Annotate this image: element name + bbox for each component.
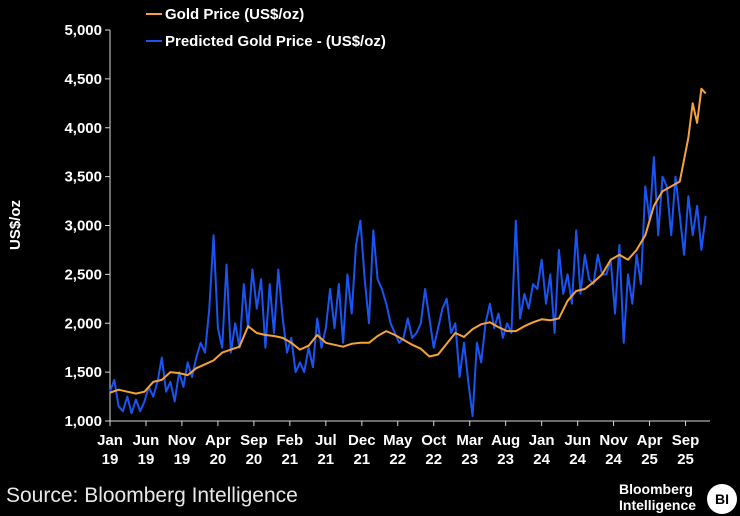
- x-tick-year: 21: [353, 451, 370, 468]
- y-axis-label: US$/oz: [7, 200, 24, 250]
- gold-price-chart: 1,000 1,500 2,000 2,500 3,000 3,500 4,000 4,500…: [7, 6, 710, 468]
- x-tick-year: 19: [174, 451, 191, 468]
- x-tick-year: 25: [641, 451, 658, 468]
- y-tick-label: 4,500: [64, 71, 102, 88]
- x-tick-month: Dec: [348, 432, 376, 449]
- x-tick-year: 25: [677, 451, 694, 468]
- x-tick-month: Jan: [97, 432, 123, 449]
- y-tick-label: 1,000: [64, 413, 102, 430]
- x-tick-month: May: [383, 432, 413, 449]
- series-lines: [109, 87, 707, 418]
- x-tick-year: 21: [317, 451, 334, 468]
- x-ticks: Jan 19 Jun 19 Nov 19 Apr 20 Sep 20 Feb 21 Jul 21 Dec 21…: [97, 421, 699, 468]
- x-tick-month: Sep: [240, 432, 268, 449]
- x-tick-year: 22: [389, 451, 406, 468]
- y-tick-label: 3,500: [64, 169, 102, 186]
- y-tick-label: 3,000: [64, 218, 102, 235]
- brand-logo-text: Bloomberg Intelligence: [619, 481, 696, 513]
- x-tick-year: 19: [138, 451, 155, 468]
- x-tick-month: Aug: [491, 432, 520, 449]
- bi-badge-icon: BI: [707, 484, 737, 514]
- y-axis: 1,000 1,500 2,000 2,500 3,000 3,500 4,000 4,500…: [64, 22, 111, 430]
- source-note: Source: Bloomberg Intelligence: [6, 484, 298, 507]
- x-tick-month: Apr: [637, 432, 663, 449]
- brand-line-2: Intelligence: [619, 497, 697, 513]
- gold-price-line: [109, 87, 707, 395]
- x-axis: Jan 19 Jun 19 Nov 19 Apr 20 Sep 20 Feb 21 Jul 21 Dec 21…: [97, 420, 710, 468]
- x-tick-year: 24: [605, 451, 622, 468]
- legend: Gold Price (US$/oz) Predicted Gold Price …: [146, 6, 386, 50]
- x-tick-month: Jul: [315, 432, 337, 449]
- x-tick-year: 19: [102, 451, 119, 468]
- predicted-gold-price-line: [109, 156, 707, 418]
- x-tick-month: Mar: [456, 432, 483, 449]
- x-tick-year: 22: [425, 451, 442, 468]
- x-tick-month: Feb: [276, 432, 303, 449]
- x-tick-year: 23: [497, 451, 514, 468]
- y-tick-label: 4,000: [64, 120, 102, 137]
- x-tick-month: Sep: [672, 432, 700, 449]
- x-tick-month: Oct: [421, 432, 446, 449]
- legend-label-gold: Gold Price (US$/oz): [165, 6, 304, 23]
- x-tick-year: 24: [533, 451, 550, 468]
- y-tick-label: 1,500: [64, 364, 102, 381]
- x-tick-month: Apr: [205, 432, 231, 449]
- x-tick-month: Jun: [564, 432, 591, 449]
- x-tick-month: Jun: [133, 432, 160, 449]
- x-tick-year: 20: [246, 451, 263, 468]
- x-tick-year: 21: [281, 451, 298, 468]
- x-tick-year: 20: [210, 451, 227, 468]
- y-tick-label: 2,000: [64, 315, 102, 332]
- brand-line-1: Bloomberg: [619, 481, 693, 497]
- y-tick-label: 2,500: [64, 266, 102, 283]
- x-tick-month: Nov: [599, 432, 628, 449]
- y-tick-label: 5,000: [64, 22, 102, 39]
- x-tick-year: 24: [569, 451, 586, 468]
- x-tick-month: Nov: [168, 432, 197, 449]
- y-ticks: 1,000 1,500 2,000 2,500 3,000 3,500 4,000 4,500…: [64, 22, 110, 430]
- x-tick-year: 23: [461, 451, 478, 468]
- legend-label-predicted: Predicted Gold Price - (US$/oz): [165, 33, 386, 50]
- x-tick-month: Jan: [529, 432, 555, 449]
